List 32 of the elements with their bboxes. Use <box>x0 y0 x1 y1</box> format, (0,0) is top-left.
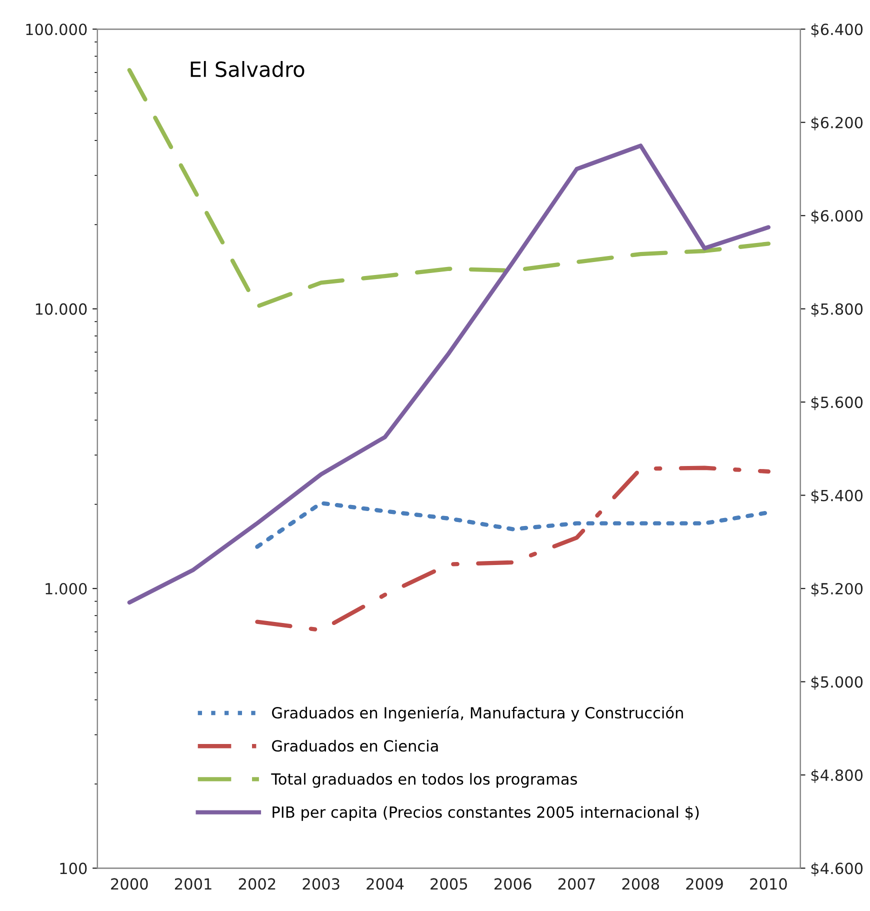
text: El Salvadro <box>190 61 304 78</box>
x-tick-label: 2001 <box>174 878 212 890</box>
x-tick-label: 2002 <box>238 878 276 890</box>
x-tick-label: 2005 <box>430 878 468 890</box>
x-tick-label: 2004 <box>366 878 404 890</box>
x-tick-label: 2000 <box>111 878 148 890</box>
y2-tick-label: $5.600 <box>811 396 863 410</box>
x-tick-label: 2006 <box>494 878 532 890</box>
y2-tick-label: $4.800 <box>811 769 863 784</box>
y2-tick-label: $5.200 <box>811 582 863 597</box>
y2-tick-label: $5.400 <box>811 489 863 504</box>
legend-label: Total graduados en todos los programas <box>271 772 577 788</box>
y2-tick-label: $6.400 <box>811 23 863 38</box>
legend-label: Graduados en Ingeniería, Manufactura y Construcción <box>272 706 683 722</box>
y-tick-label: 100 <box>60 862 87 874</box>
y2-tick-label: $4.600 <box>811 862 863 876</box>
y2-tick-label: $5.000 <box>811 676 863 690</box>
y2-tick-label: $6.000 <box>811 210 863 224</box>
y2-tick-label: $5.800 <box>811 303 863 317</box>
y-tick-label: 100.000 <box>26 24 87 36</box>
y-tick-label: 1.000 <box>46 582 87 595</box>
y-tick-label: 10.000 <box>36 303 87 315</box>
x-tick-label: 2010 <box>750 878 787 890</box>
x-tick-label: 2007 <box>558 878 595 890</box>
legend-label: Graduados en Ciencia <box>272 740 438 752</box>
line-series <box>127 144 771 605</box>
x-tick-label: 2009 <box>686 878 723 890</box>
x-tick-label: 2008 <box>622 878 660 890</box>
x-tick-label: 2003 <box>302 878 340 890</box>
y2-tick-label: $6.200 <box>811 116 863 130</box>
legend-label: PIB per capita (Precios constantes 2005 internacional $) <box>272 806 699 821</box>
line-series <box>255 466 771 632</box>
